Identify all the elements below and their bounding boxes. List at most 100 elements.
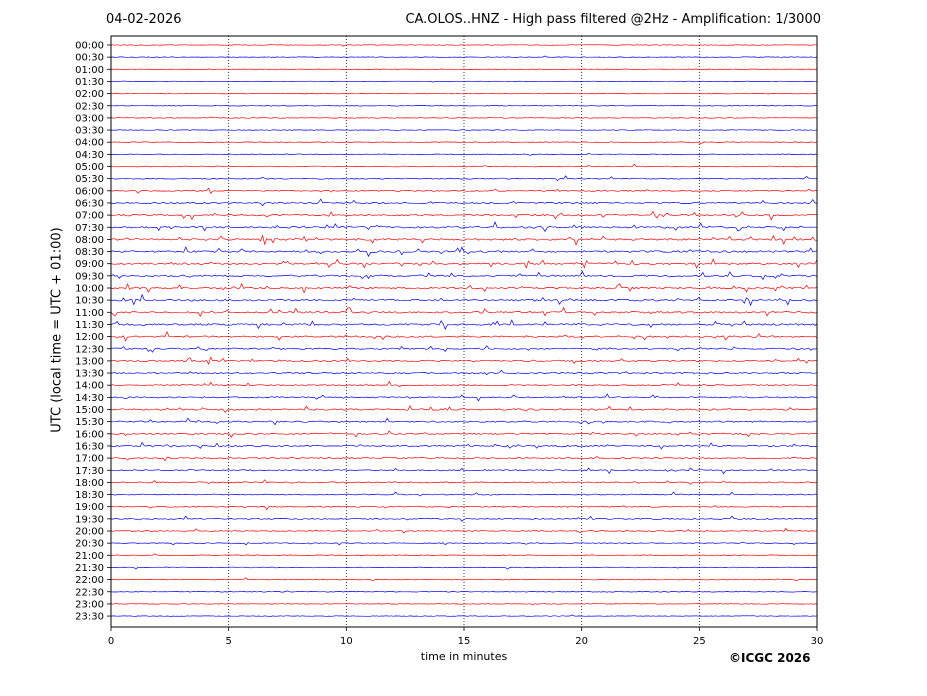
- y-tick-label: 05:00: [75, 162, 104, 173]
- y-tick-label: 12:00: [75, 332, 104, 343]
- trace-19-30: [110, 515, 818, 522]
- y-tick-label: 00:30: [75, 53, 104, 64]
- y-tick-label: 01:00: [75, 65, 104, 76]
- trace-23-30: [110, 614, 818, 617]
- y-tick-label: 03:30: [75, 126, 104, 137]
- chart-title: CA.OLOS..HNZ - High pass filtered @2Hz -…: [405, 12, 821, 27]
- y-tick-label: 09:00: [75, 259, 104, 270]
- trace-03-30: [111, 129, 818, 131]
- trace-00-00: [110, 43, 817, 47]
- y-tick-label: 13:30: [75, 369, 104, 380]
- y-tick-label: 19:00: [75, 502, 104, 513]
- trace-01-30: [110, 80, 818, 83]
- trace-19-00: [110, 505, 818, 511]
- y-tick-label: 02:30: [75, 101, 104, 112]
- y-tick-label: 09:30: [75, 271, 104, 282]
- trace-16-30: [110, 441, 818, 450]
- trace-00-30: [110, 55, 818, 58]
- trace-18-00: [110, 479, 818, 485]
- trace-06-30: [110, 198, 818, 207]
- y-tick-label: 12:30: [75, 344, 104, 355]
- y-tick-label: 15:30: [75, 417, 104, 428]
- trace-21-30: [110, 566, 818, 570]
- y-tick-label: 07:00: [75, 211, 104, 222]
- trace-08-30: [110, 246, 818, 258]
- trace-04-00: [111, 141, 818, 145]
- y-tick-label: 13:00: [75, 356, 104, 367]
- trace-05-30: [111, 175, 818, 182]
- y-tick-label: 17:30: [75, 466, 104, 477]
- trace-17-00: [111, 455, 818, 462]
- trace-10-30: [110, 293, 818, 307]
- y-tick-label: 10:00: [75, 284, 104, 295]
- y-tick-label: 08:30: [75, 247, 104, 258]
- y-tick-label: 00:00: [75, 41, 104, 52]
- x-tick-label: 30: [811, 636, 824, 647]
- y-tick-label: 16:30: [75, 441, 104, 452]
- chart-date: 04-02-2026: [106, 12, 182, 27]
- trace-20-00: [110, 527, 818, 534]
- trace-17-30: [111, 467, 818, 475]
- trace-07-00: [110, 210, 818, 221]
- trace-11-00: [110, 306, 818, 317]
- x-tick-label: 10: [340, 636, 353, 647]
- trace-11-30: [110, 319, 818, 330]
- trace-10-00: [110, 282, 818, 294]
- x-tick-label: 5: [225, 636, 231, 647]
- y-tick-label: 02:00: [75, 89, 104, 100]
- y-tick-label: 11:30: [75, 320, 104, 331]
- trace-07-30: [110, 221, 817, 232]
- y-tick-label: 06:30: [75, 198, 104, 209]
- x-tick-label: 25: [693, 636, 706, 647]
- trace-12-00: [110, 331, 818, 342]
- trace-23-00: [110, 603, 818, 606]
- y-tick-label: 21:30: [75, 563, 104, 574]
- y-tick-label: 05:30: [75, 174, 104, 185]
- y-tick-label: 07:30: [75, 223, 104, 234]
- trace-09-00: [110, 258, 818, 269]
- x-tick-label: 15: [458, 636, 471, 647]
- trace-06-00: [110, 187, 818, 195]
- trace-05-00: [110, 163, 818, 168]
- trace-15-00: [110, 405, 818, 413]
- y-tick-label: 14:30: [75, 393, 104, 404]
- x-axis-label: time in minutes: [420, 650, 508, 663]
- trace-04-30: [110, 152, 818, 156]
- y-tick-label: 23:30: [75, 612, 104, 623]
- trace-15-30: [110, 417, 818, 426]
- y-tick-label: 16:00: [75, 429, 104, 440]
- trace-09-30: [110, 270, 818, 281]
- y-tick-label: 19:30: [75, 514, 104, 525]
- trace-21-00: [110, 553, 818, 557]
- y-tick-label: 08:00: [75, 235, 104, 246]
- trace-22-30: [110, 590, 818, 593]
- plot-frame: [110, 35, 818, 628]
- y-tick-label: 17:00: [75, 454, 104, 465]
- y-tick-label: 04:00: [75, 138, 104, 149]
- trace-14-30: [110, 393, 818, 402]
- trace-22-00: [110, 577, 818, 582]
- trace-14-00: [110, 380, 818, 387]
- y-tick-label: 20:30: [75, 539, 104, 550]
- trace-03-00: [110, 116, 818, 119]
- x-tick-label: 20: [575, 636, 588, 647]
- y-tick-label: 22:00: [75, 575, 104, 586]
- x-tick-label: 0: [108, 636, 114, 647]
- y-tick-label: 10:30: [75, 296, 104, 307]
- y-tick-label: 23:00: [75, 599, 104, 610]
- y-tick-label: 14:00: [75, 381, 104, 392]
- trace-18-30: [110, 491, 818, 497]
- y-tick-label: 15:00: [75, 405, 104, 416]
- y-tick-label: 21:00: [75, 551, 104, 562]
- y-tick-label: 18:30: [75, 490, 104, 501]
- trace-01-00: [110, 68, 818, 71]
- trace-13-00: [110, 356, 818, 365]
- trace-08-00: [110, 234, 818, 246]
- trace-02-30: [111, 105, 817, 107]
- y-tick-label: 22:30: [75, 587, 104, 598]
- trace-13-30: [110, 369, 818, 376]
- y-tick-label: 04:30: [75, 150, 104, 161]
- y-tick-label: 18:00: [75, 478, 104, 489]
- trace-02-00: [110, 92, 818, 95]
